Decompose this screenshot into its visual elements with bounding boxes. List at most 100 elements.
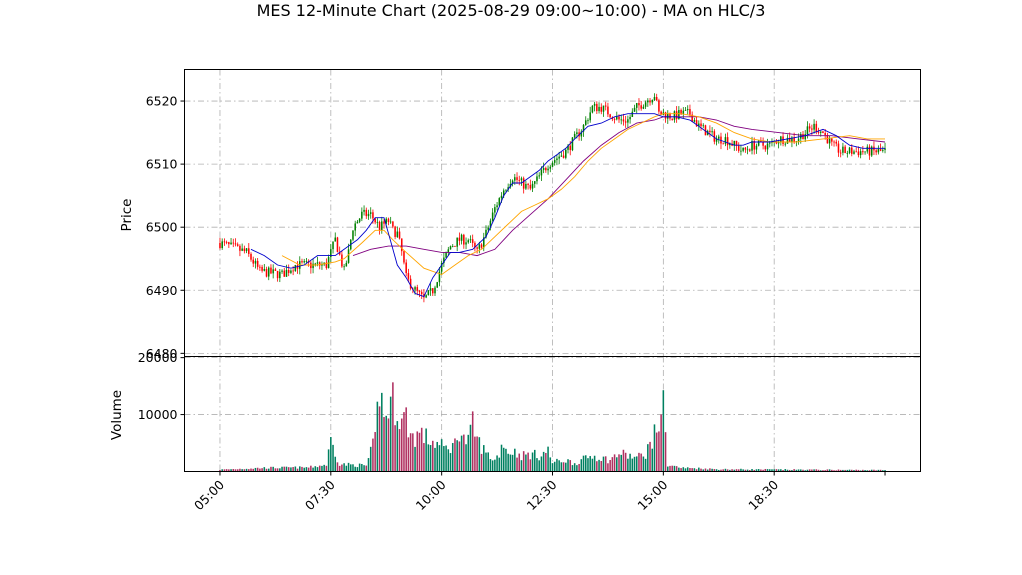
candle-body — [254, 260, 257, 264]
volume-bar — [618, 454, 620, 472]
candle-body — [516, 177, 518, 180]
volume-bar — [494, 459, 496, 472]
candle-body — [598, 106, 600, 112]
volume-bar — [853, 470, 855, 472]
candle-body — [609, 114, 611, 118]
volume-bar — [622, 449, 625, 472]
volume-bar — [290, 467, 292, 472]
volume-bar — [600, 460, 603, 472]
x-tick-label: 15:00 — [634, 477, 670, 513]
volume-bar — [321, 465, 323, 472]
candle-body — [536, 176, 538, 182]
volume-bar — [565, 462, 567, 472]
candle-body — [487, 227, 489, 230]
volume-bar — [518, 453, 521, 472]
candle-body — [591, 105, 594, 113]
candle-body — [367, 213, 370, 217]
candle-body — [545, 167, 547, 171]
candle-body — [478, 244, 481, 249]
candle-body — [806, 126, 809, 135]
volume-bar — [476, 436, 478, 472]
candle-body — [822, 131, 824, 133]
volume-bar — [525, 454, 527, 472]
volume-bar — [447, 449, 450, 472]
volume-bar — [711, 468, 713, 472]
volume-bar — [381, 392, 383, 472]
volume-bar — [775, 469, 778, 472]
candle-body — [471, 239, 474, 243]
volume-bar — [338, 465, 341, 472]
volume-bar — [793, 469, 795, 472]
candle-body — [624, 121, 627, 123]
volume-bar — [256, 467, 259, 472]
volume-bar — [283, 466, 286, 472]
volume-bar — [578, 463, 580, 472]
volume-bar — [500, 444, 503, 472]
candle-body — [485, 229, 487, 238]
candle-body — [702, 125, 705, 127]
candle-body — [695, 120, 698, 127]
volume-bar — [369, 446, 372, 472]
volume-bar — [726, 469, 729, 472]
candle-body — [698, 123, 700, 127]
volume-bar — [323, 464, 325, 472]
volume-bar — [875, 470, 877, 472]
volume-bar — [653, 424, 656, 472]
candle-body — [392, 221, 394, 227]
volume-bar — [620, 454, 622, 472]
candle-body — [476, 247, 478, 249]
volume-bar — [715, 469, 718, 472]
volume-bar — [576, 465, 578, 472]
volume-bar — [507, 453, 509, 472]
volume-bar — [593, 455, 596, 472]
candle-body — [223, 241, 226, 243]
candle-body — [361, 211, 363, 219]
volume-bar — [443, 446, 445, 472]
candle-body — [281, 270, 283, 272]
volume-bar — [635, 456, 638, 472]
volume-bar — [449, 453, 452, 472]
candle-body — [287, 269, 290, 273]
volume-bar — [598, 459, 600, 472]
candle-body — [879, 149, 882, 151]
candle-body — [791, 137, 793, 142]
candle-body — [833, 141, 835, 143]
candle-body — [884, 148, 886, 150]
volume-bar — [691, 468, 693, 472]
volume-bar — [751, 469, 753, 472]
candle-body — [729, 143, 731, 146]
candle-body — [839, 152, 842, 154]
candle-body — [301, 261, 303, 263]
candle-body — [647, 100, 649, 103]
volume-bar — [786, 469, 789, 472]
candle-body — [777, 141, 780, 144]
candle-body — [239, 245, 241, 251]
candle-body — [782, 136, 784, 144]
volume-bar — [797, 469, 800, 472]
candle-body — [316, 262, 319, 264]
volume-bar — [232, 469, 235, 472]
volume-bar — [509, 454, 512, 472]
candle-body — [684, 110, 687, 111]
candle-body — [786, 137, 789, 144]
candle-body — [363, 209, 365, 212]
volume-bar — [241, 469, 243, 472]
volume-bar — [527, 452, 529, 472]
volume-bar — [239, 468, 241, 472]
volume-bar — [460, 435, 463, 472]
volume-bar — [551, 463, 554, 472]
volume-bar — [709, 468, 711, 472]
candle-body — [835, 141, 838, 144]
candle-body — [804, 134, 806, 140]
volume-bar — [870, 469, 873, 472]
candle-body — [649, 100, 651, 103]
volume-bar — [347, 462, 350, 472]
volume-bar — [330, 437, 332, 472]
candle-body — [518, 179, 521, 181]
candle-body — [405, 262, 407, 274]
volume-bar — [489, 459, 492, 472]
candle-body — [447, 249, 450, 253]
ma-fast-line — [250, 113, 885, 298]
candle-body — [560, 155, 563, 157]
candle-body — [440, 263, 443, 272]
